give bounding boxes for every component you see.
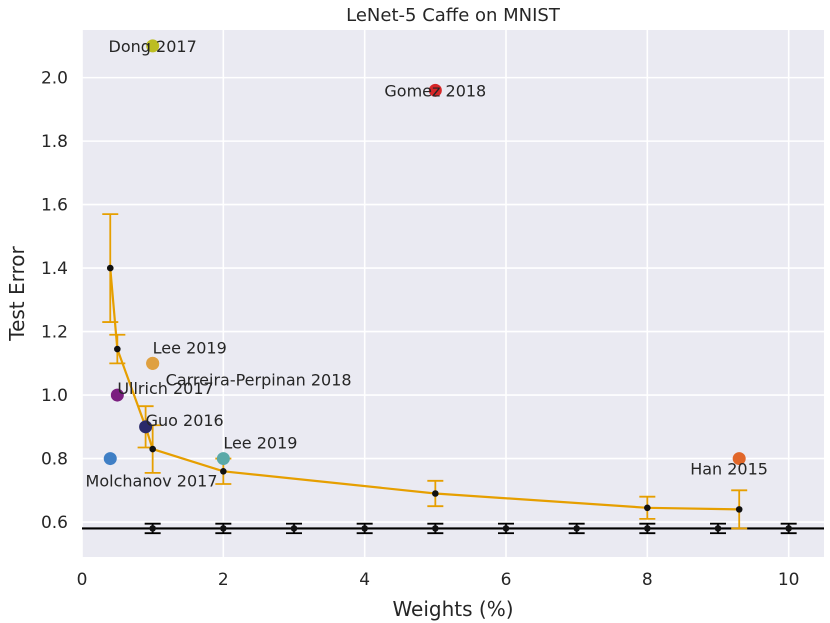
method-label: Lee 2019 (153, 338, 227, 357)
y-tick-label: 1.8 (41, 132, 68, 152)
baseline-points-point (785, 525, 792, 532)
x-axis-label: Weights (%) (392, 597, 513, 621)
method-label: Carreira-Perpinan 2018 (166, 370, 352, 389)
method-point (110, 388, 124, 402)
x-axis-ticks: 0 2 4 6 8 10 (77, 570, 800, 590)
method-label: Guo 2016 (146, 411, 224, 430)
method-label: Han 2015 (690, 460, 768, 479)
method-point (103, 452, 117, 466)
pruning-curve-point (220, 467, 227, 475)
baseline-points-point (502, 525, 510, 532)
chart-title: LeNet-5 Caffe on MNIST (346, 5, 561, 26)
method-point (146, 39, 160, 53)
y-tick-label: 1.6 (41, 196, 68, 216)
baseline-points-point (432, 525, 439, 532)
x-tick-label: 8 (642, 570, 653, 590)
x-tick-label: 6 (501, 570, 512, 590)
method-point (428, 83, 442, 97)
gridlines (81, 30, 824, 557)
method-label: Gomez 2018 (384, 81, 486, 100)
y-tick-label: 2.0 (41, 69, 68, 89)
pruning-curve-line (109, 268, 740, 511)
plot-area (82, 30, 824, 557)
method-label: Dong 2017 (109, 37, 197, 56)
baseline-points-point (149, 525, 156, 532)
y-axis-label: Test Error (5, 245, 29, 341)
y-tick-label: 1.2 (41, 323, 68, 343)
method-label: Ullrich 2017 (117, 379, 213, 398)
x-tick-label: 10 (778, 570, 800, 590)
pruning-curve-point (432, 490, 439, 497)
pruning-curve-point (644, 504, 651, 512)
y-tick-label: 1.0 (41, 386, 68, 406)
series-layer (102, 213, 797, 535)
baseline-points-point (220, 525, 227, 532)
baseline-points-point (644, 525, 651, 532)
y-tick-label: 0.8 (41, 450, 68, 470)
method-point (139, 420, 153, 434)
x-tick-label: 0 (77, 570, 88, 590)
baseline-points-point (361, 525, 368, 532)
pruning-curve-point (149, 445, 156, 453)
pruning-curve-point (106, 264, 114, 272)
pruning-curve-point (114, 345, 121, 353)
y-axis-ticks: 0.6 0.8 1.0 1.2 1.4 1.6 1.8 2.0 (41, 69, 68, 533)
y-tick-label: 1.4 (41, 259, 68, 279)
y-tick-label: 0.6 (41, 513, 68, 533)
x-tick-label: 4 (359, 570, 370, 590)
method-point (216, 452, 230, 466)
pruning-curve-point (735, 506, 743, 513)
baseline-points-point (573, 525, 580, 532)
baseline-points-point (714, 525, 722, 532)
methods-layer: Dong 2017 Gomez 2018 Lee 2019 Carreira-Perp… (86, 37, 768, 491)
baseline-points-point (290, 525, 298, 532)
method-point (146, 356, 160, 370)
method-label: Lee 2019 (223, 434, 297, 453)
method-point (732, 452, 746, 466)
method-label: Molchanov 2017 (86, 472, 218, 491)
x-tick-label: 2 (218, 570, 229, 590)
